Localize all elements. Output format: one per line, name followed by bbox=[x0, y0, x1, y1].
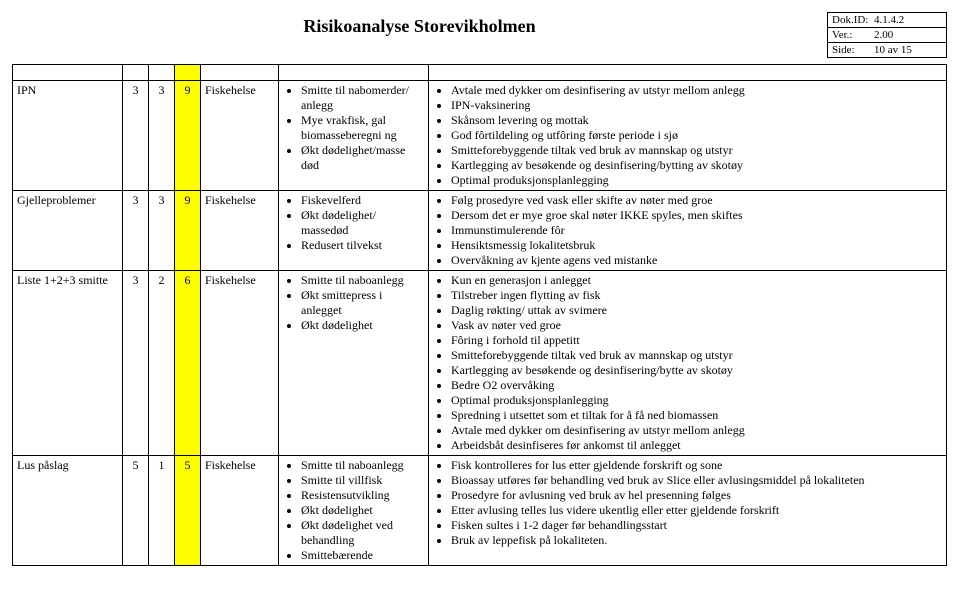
risk-name: Gjelleproblemer bbox=[13, 191, 123, 271]
action-item: Prosedyre for avlusning ved bruk av hel … bbox=[451, 488, 942, 503]
action-item: Daglig røkting/ uttak av svimere bbox=[451, 303, 942, 318]
action-item: Fisken sultes i 1-2 dager før behandling… bbox=[451, 518, 942, 533]
table-row: Lus påslag515FiskehelseSmitte til naboan… bbox=[13, 456, 947, 566]
action-item: Smitteforebyggende tiltak ved bruk av ma… bbox=[451, 348, 942, 363]
meta-side-value: 10 av 15 bbox=[874, 44, 942, 56]
risk-category: Fiskehelse bbox=[201, 271, 279, 456]
page-title: Risikoanalyse Storevikholmen bbox=[12, 12, 827, 41]
action-item: Fôring i forhold til appetitt bbox=[451, 333, 942, 348]
risk-consequences: FiskevelferdØkt dødelighet/ massedødRedu… bbox=[279, 191, 429, 271]
action-item: Vask av nøter ved groe bbox=[451, 318, 942, 333]
action-item: Smitteforebyggende tiltak ved bruk av ma… bbox=[451, 143, 942, 158]
risk-k: 2 bbox=[149, 271, 175, 456]
risk-category: Fiskehelse bbox=[201, 456, 279, 566]
action-item: Kartlegging av besøkende og desinfiserin… bbox=[451, 158, 942, 173]
risk-actions: Følg prosedyre ved vask eller skifte av … bbox=[429, 191, 947, 271]
consequence-item: Økt smittepress i anlegget bbox=[301, 288, 424, 318]
risk-consequences: Smitte til naboanleggØkt smittepress i a… bbox=[279, 271, 429, 456]
risk-k: 3 bbox=[149, 81, 175, 191]
consequence-item: Redusert tilvekst bbox=[301, 238, 424, 253]
consequence-item: Smitte til nabomerder/ anlegg bbox=[301, 83, 424, 113]
action-item: Kun en generasjon i anlegget bbox=[451, 273, 942, 288]
action-item: Avtale med dykker om desinfisering av ut… bbox=[451, 83, 942, 98]
action-item: Arbeidsbåt desinfiseres før ankomst til … bbox=[451, 438, 942, 453]
action-item: Spredning i utsettet som et tiltak for å… bbox=[451, 408, 942, 423]
table-row: Liste 1+2+3 smitte326FiskehelseSmitte ti… bbox=[13, 271, 947, 456]
risk-r: 5 bbox=[175, 456, 201, 566]
table-row: IPN339FiskehelseSmitte til nabomerder/ a… bbox=[13, 81, 947, 191]
action-item: Følg prosedyre ved vask eller skifte av … bbox=[451, 193, 942, 208]
action-item: Fisk kontrolleres for lus etter gjeldend… bbox=[451, 458, 942, 473]
risk-name: IPN bbox=[13, 81, 123, 191]
risk-s: 5 bbox=[123, 456, 149, 566]
meta-dokid-value: 4.1.4.2 bbox=[874, 14, 942, 26]
risk-actions: Avtale med dykker om desinfisering av ut… bbox=[429, 81, 947, 191]
risk-consequences: Smitte til nabomerder/ anleggMye vrakfis… bbox=[279, 81, 429, 191]
risk-s: 3 bbox=[123, 191, 149, 271]
action-item: Optimal produksjonsplanlegging bbox=[451, 393, 942, 408]
page-header: Risikoanalyse Storevikholmen Dok.ID: 4.1… bbox=[12, 12, 947, 58]
consequence-item: Økt dødelighet/ massedød bbox=[301, 208, 424, 238]
risk-category: Fiskehelse bbox=[201, 81, 279, 191]
consequence-item: Fiskevelferd bbox=[301, 193, 424, 208]
action-item: Hensiktsmessig lokalitetsbruk bbox=[451, 238, 942, 253]
risk-actions: Kun en generasjon i anleggetTilstreber i… bbox=[429, 271, 947, 456]
risk-k: 3 bbox=[149, 191, 175, 271]
table-spacer-row bbox=[13, 65, 947, 81]
doc-meta-box: Dok.ID: 4.1.4.2 Ver.: 2.00 Side: 10 av 1… bbox=[827, 12, 947, 58]
action-item: Immunstimulerende fôr bbox=[451, 223, 942, 238]
risk-name: Liste 1+2+3 smitte bbox=[13, 271, 123, 456]
action-item: Kartlegging av besøkende og desinfiserin… bbox=[451, 363, 942, 378]
consequence-item: Mye vrakfisk, gal biomasseberegni ng bbox=[301, 113, 424, 143]
risk-r: 9 bbox=[175, 81, 201, 191]
consequence-item: Smitte til naboanlegg bbox=[301, 458, 424, 473]
action-item: Avtale med dykker om desinfisering av ut… bbox=[451, 423, 942, 438]
meta-dokid-label: Dok.ID: bbox=[832, 14, 874, 26]
risk-consequences: Smitte til naboanleggSmitte til villfisk… bbox=[279, 456, 429, 566]
consequence-item: Smitte til villfisk bbox=[301, 473, 424, 488]
risk-r: 9 bbox=[175, 191, 201, 271]
action-item: Etter avlusing telles lus videre ukentli… bbox=[451, 503, 942, 518]
action-item: Optimal produksjonsplanlegging bbox=[451, 173, 942, 188]
consequence-item: Resistensutvikling bbox=[301, 488, 424, 503]
meta-ver-value: 2.00 bbox=[874, 29, 942, 41]
action-item: Tilstreber ingen flytting av fisk bbox=[451, 288, 942, 303]
risk-table: IPN339FiskehelseSmitte til nabomerder/ a… bbox=[12, 64, 947, 566]
risk-r: 6 bbox=[175, 271, 201, 456]
action-item: Bedre O2 overvåking bbox=[451, 378, 942, 393]
consequence-item: Økt dødelighet bbox=[301, 503, 424, 518]
risk-name: Lus påslag bbox=[13, 456, 123, 566]
action-item: God fôrtildeling og utfôring første peri… bbox=[451, 128, 942, 143]
consequence-item: Smittebærende bbox=[301, 548, 424, 563]
consequence-item: Smitte til naboanlegg bbox=[301, 273, 424, 288]
action-item: Skånsom levering og mottak bbox=[451, 113, 942, 128]
action-item: Overvåkning av kjente agens ved mistanke bbox=[451, 253, 942, 268]
risk-category: Fiskehelse bbox=[201, 191, 279, 271]
table-row: Gjelleproblemer339FiskehelseFiskevelferd… bbox=[13, 191, 947, 271]
risk-s: 3 bbox=[123, 81, 149, 191]
consequence-item: Økt dødelighet/masse død bbox=[301, 143, 424, 173]
action-item: IPN-vaksinering bbox=[451, 98, 942, 113]
action-item: Dersom det er mye groe skal nøter IKKE s… bbox=[451, 208, 942, 223]
risk-s: 3 bbox=[123, 271, 149, 456]
risk-k: 1 bbox=[149, 456, 175, 566]
consequence-item: Økt dødelighet bbox=[301, 318, 424, 333]
risk-actions: Fisk kontrolleres for lus etter gjeldend… bbox=[429, 456, 947, 566]
meta-ver-label: Ver.: bbox=[832, 29, 874, 41]
action-item: Bruk av leppefisk på lokaliteten. bbox=[451, 533, 942, 548]
consequence-item: Økt dødelighet ved behandling bbox=[301, 518, 424, 548]
meta-side-label: Side: bbox=[832, 44, 874, 56]
action-item: Bioassay utføres før behandling ved bruk… bbox=[451, 473, 942, 488]
